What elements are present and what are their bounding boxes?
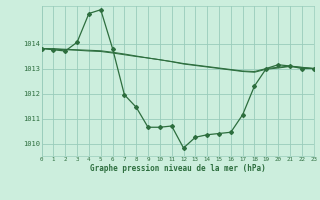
X-axis label: Graphe pression niveau de la mer (hPa): Graphe pression niveau de la mer (hPa) <box>90 164 266 173</box>
